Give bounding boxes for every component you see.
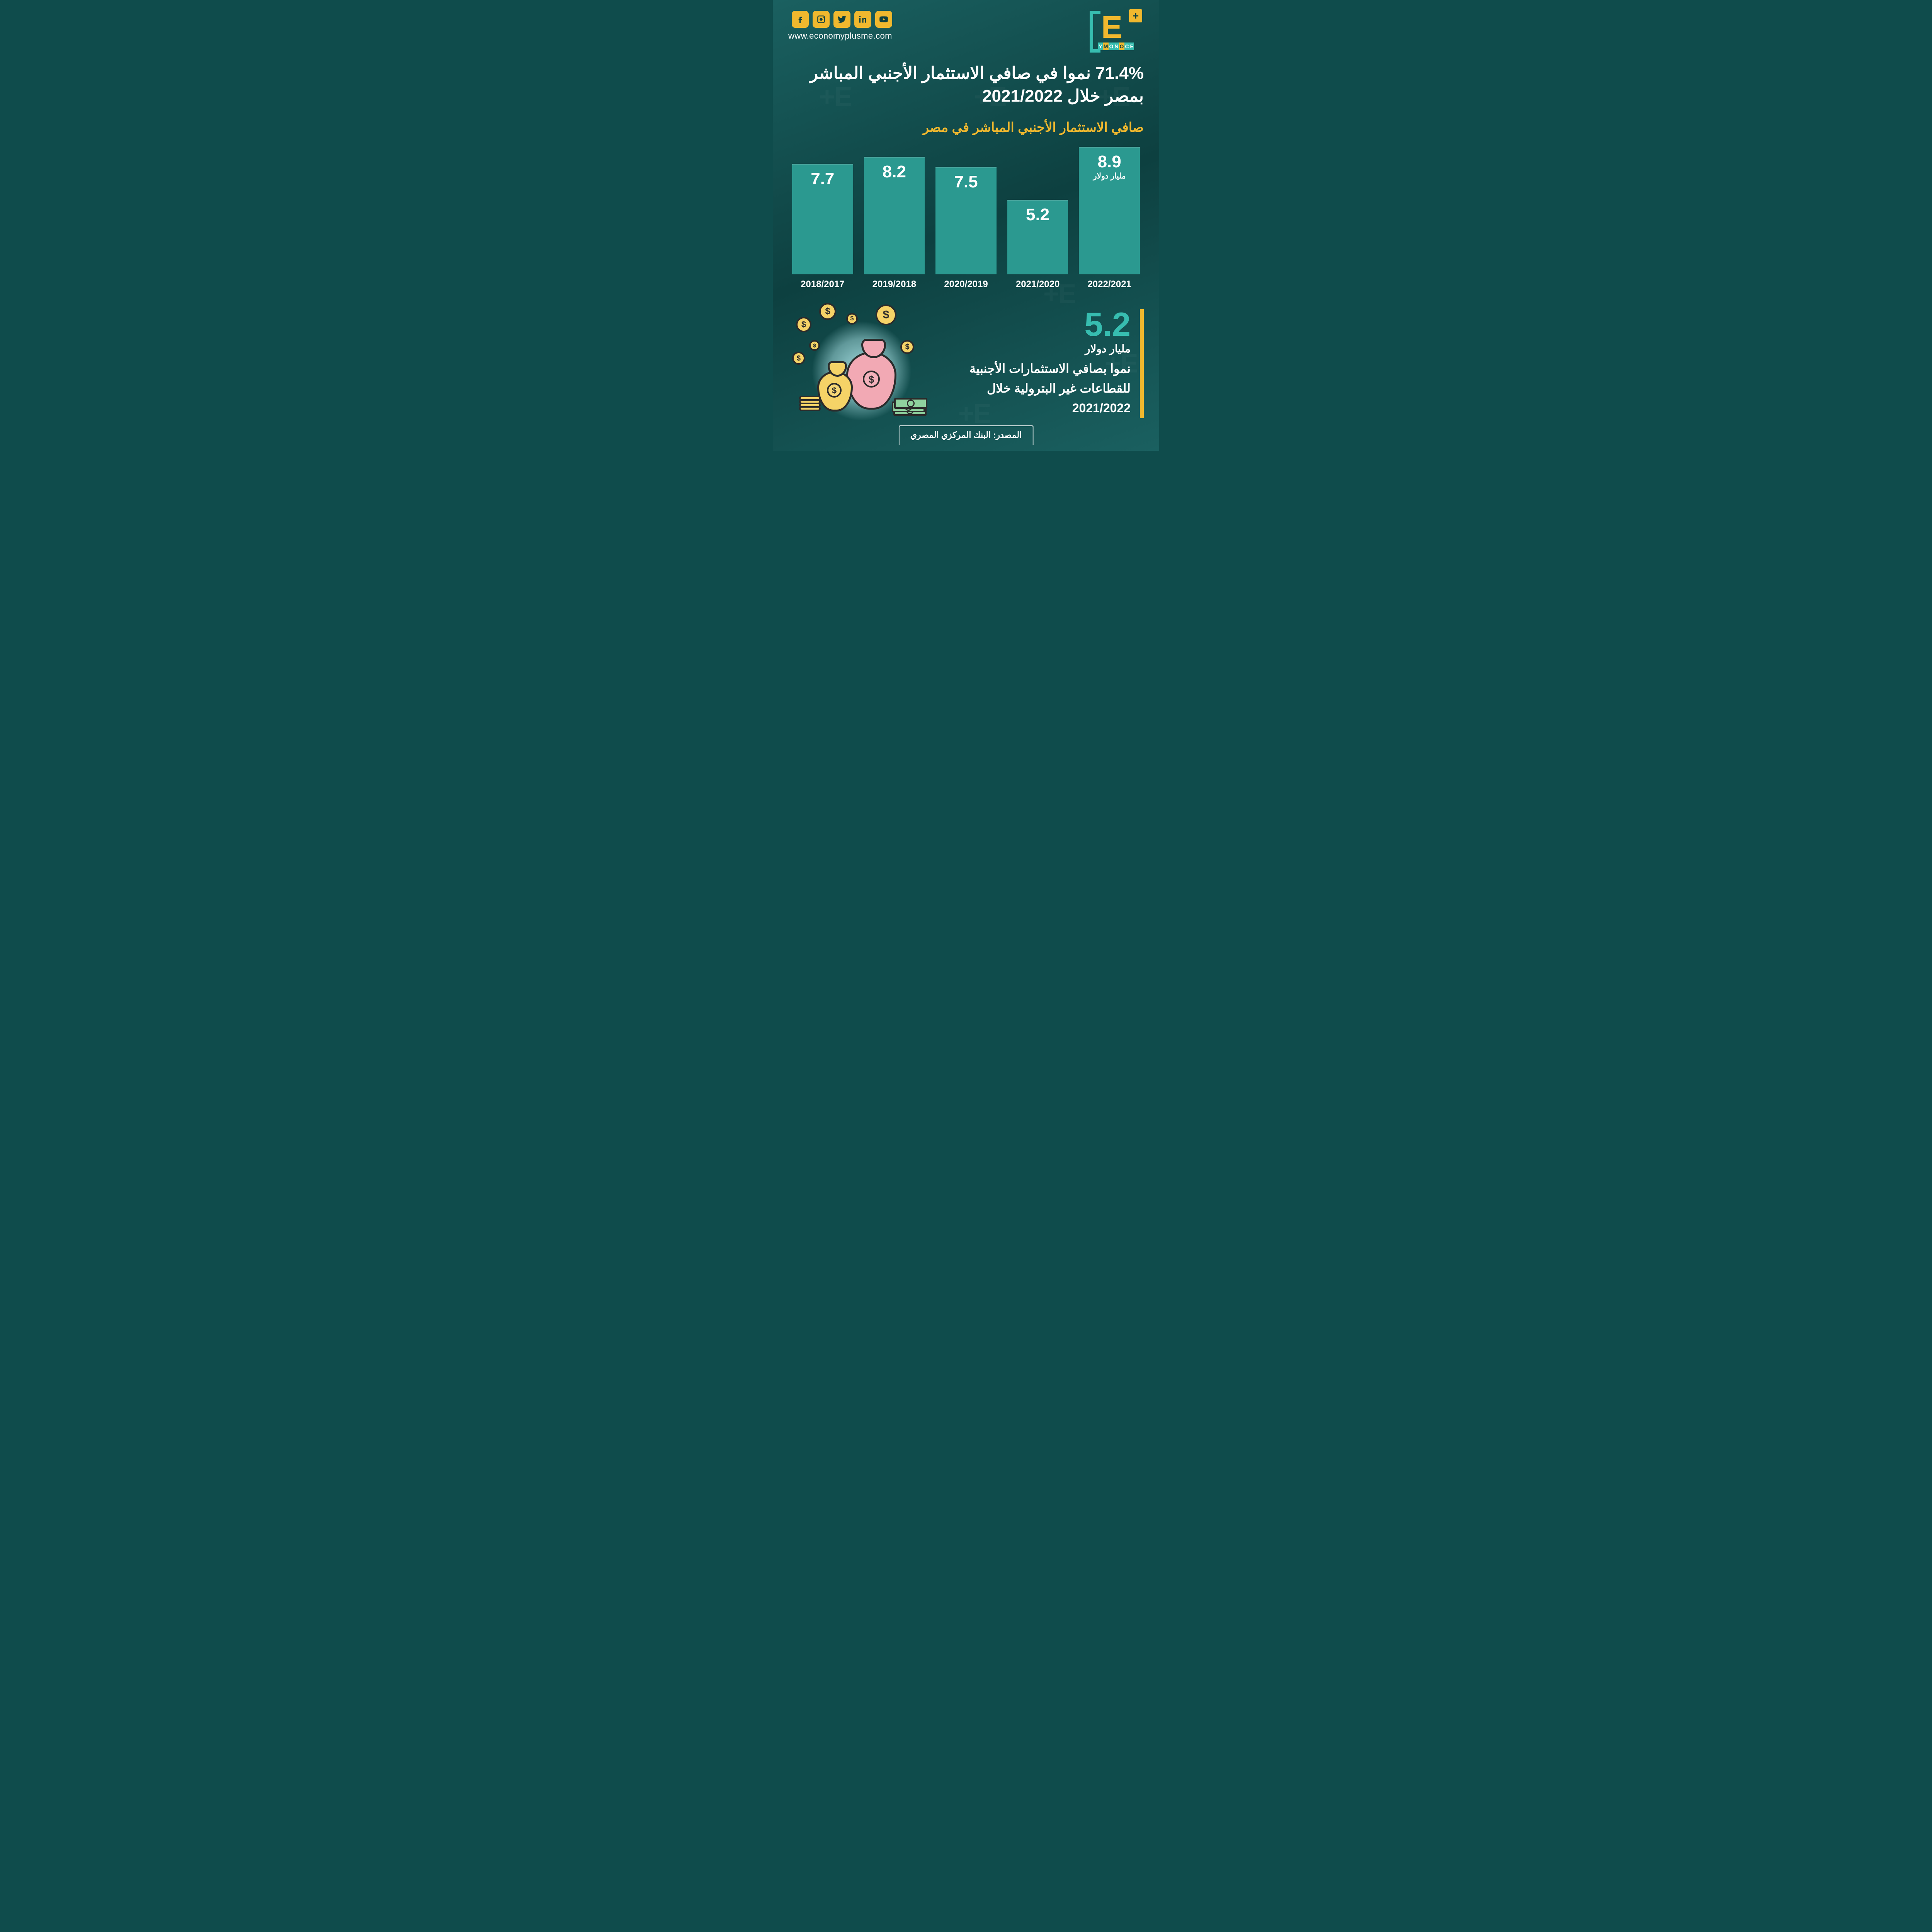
- bar-category: 2018/2017: [801, 279, 844, 290]
- bar-value: 8.9: [1098, 153, 1121, 170]
- twitter-icon[interactable]: [833, 11, 850, 28]
- logo-word: ECONOMY: [1098, 43, 1134, 50]
- headline: 71.4% نموا في صافي الاستثمار الأجنبي الم…: [788, 62, 1144, 108]
- linkedin-icon[interactable]: [854, 11, 871, 28]
- logo-letter: E: [1101, 13, 1122, 42]
- cash-stack-icon: [893, 398, 927, 417]
- header-right: www.economyplusme.com: [788, 11, 892, 41]
- bar-category: 2021/2020: [1016, 279, 1060, 290]
- chart-title: صافي الاستثمار الأجنبي المباشر في مصر: [788, 120, 1144, 135]
- coin-icon: $: [819, 303, 836, 320]
- coin-icon: $: [876, 304, 896, 325]
- bar: 8.9مليار دولار: [1079, 147, 1140, 274]
- logo-plus: +: [1129, 9, 1142, 22]
- infographic-canvas: E+ E+ E+ E+ E+ E+ E+ E + ECONOMY www.eco…: [773, 0, 1159, 451]
- coin-icon: $: [900, 340, 914, 354]
- money-illustration: $ $ $ $ $ $ $ $ $: [784, 305, 931, 429]
- bar: 8.2: [864, 157, 925, 274]
- bar-column: 5.2 2021/2020: [1007, 143, 1068, 290]
- bar-column: 7.5 2020/2019: [935, 143, 997, 290]
- bar-category: 2022/2021: [1087, 279, 1131, 290]
- instagram-icon[interactable]: [813, 11, 830, 28]
- website-url[interactable]: www.economyplusme.com: [788, 31, 892, 41]
- bar-column: 8.2 2019/2018: [864, 143, 925, 290]
- bar: 7.7: [792, 164, 853, 274]
- bar-column: 8.9مليار دولار 2022/2021: [1079, 143, 1140, 290]
- stat-unit: مليار دولار: [935, 342, 1131, 355]
- bar-unit: مليار دولار: [1093, 171, 1126, 181]
- bar-value: 5.2: [1026, 206, 1049, 223]
- bar-value: 7.7: [811, 170, 834, 187]
- bar: 5.2: [1007, 200, 1068, 274]
- stat-number: 5.2: [935, 309, 1131, 341]
- social-icons: [788, 11, 892, 28]
- coin-icon: $: [792, 352, 805, 365]
- bar-value: 7.5: [954, 173, 978, 190]
- bar-category: 2020/2019: [944, 279, 988, 290]
- stat-description: نموا بصافي الاستثمارات الأجنبية للقطاعات…: [935, 359, 1131, 418]
- bar-category: 2019/2018: [872, 279, 916, 290]
- coin-stack-icon: [799, 397, 821, 411]
- bar-chart: 7.7 2018/2017 8.2 2019/2018 7.5 2020/2019 5.2 2…: [792, 143, 1140, 290]
- header: E + ECONOMY www.economyplusme.com: [773, 0, 1159, 54]
- bar: 7.5: [935, 167, 997, 274]
- youtube-icon[interactable]: [875, 11, 892, 28]
- source-label: المصدر: البنك المركزي المصري: [899, 425, 1034, 445]
- facebook-icon[interactable]: [792, 11, 809, 28]
- brand-logo: E + ECONOMY: [1090, 11, 1144, 53]
- coin-icon: $: [809, 340, 820, 351]
- coin-icon: $: [846, 313, 858, 325]
- bar-value: 8.2: [883, 163, 906, 180]
- stat-block: 5.2 مليار دولار نموا بصافي الاستثمارات ا…: [935, 309, 1144, 418]
- bar-column: 7.7 2018/2017: [792, 143, 853, 290]
- coin-icon: $: [796, 317, 811, 332]
